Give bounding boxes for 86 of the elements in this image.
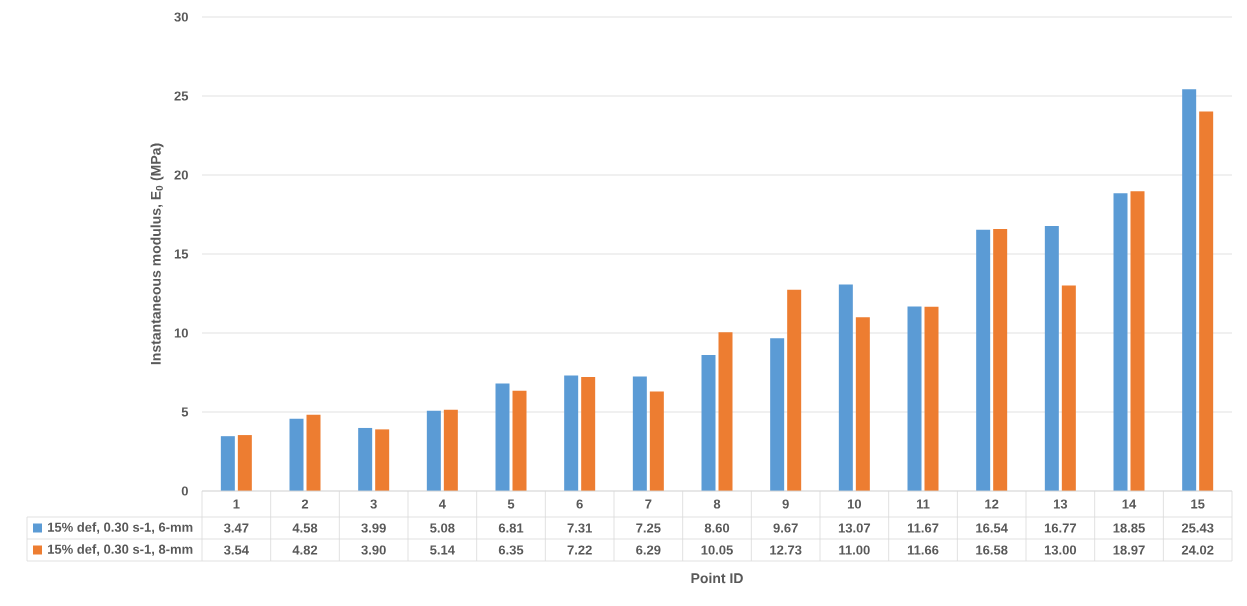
- data-label: 25.43: [1181, 523, 1214, 533]
- x-tick-label: 7: [645, 499, 652, 509]
- x-tick-label: 1: [233, 499, 240, 509]
- bar: [1061, 285, 1076, 491]
- data-label: 3.99: [361, 523, 386, 533]
- x-axis-title: Point ID: [691, 572, 743, 584]
- data-label: 5.08: [430, 523, 455, 533]
- data-label: 6.35: [498, 545, 524, 555]
- bar: [289, 418, 304, 491]
- data-label: 6.81: [498, 523, 524, 533]
- x-tick-label: 11: [916, 499, 930, 509]
- bar: [855, 317, 870, 491]
- y-tick-label: 30: [174, 12, 188, 22]
- bar: [1113, 193, 1128, 491]
- data-label: 16.58: [976, 545, 1008, 555]
- x-tick-label: 9: [782, 499, 789, 509]
- y-tick-label: 20: [174, 170, 188, 180]
- y-tick-label: 0: [181, 486, 188, 496]
- data-label: 16.77: [1044, 523, 1077, 533]
- bar: [306, 414, 321, 491]
- x-tick-label: 2: [301, 499, 309, 509]
- bar: [1044, 226, 1059, 491]
- bar: [701, 355, 716, 491]
- bar: [564, 375, 579, 491]
- bar: [632, 376, 647, 491]
- bar: [838, 284, 853, 491]
- data-label: 10.05: [701, 545, 733, 555]
- data-label: 13.07: [838, 523, 871, 533]
- data-label: 6.29: [636, 545, 661, 555]
- bar: [358, 427, 373, 491]
- data-label: 12.73: [770, 545, 802, 555]
- data-label: 11.67: [907, 523, 939, 533]
- data-label: 8.60: [704, 523, 730, 533]
- y-tick-label: 15: [174, 249, 189, 259]
- bar: [907, 306, 922, 491]
- bar: [1182, 89, 1197, 491]
- y-tick-label: 5: [181, 407, 189, 417]
- data-label: 4.82: [292, 545, 318, 555]
- data-label: 5.14: [430, 545, 455, 555]
- data-label: 3.54: [223, 545, 249, 555]
- y-tick-label: 25: [174, 91, 189, 101]
- bar: [1130, 191, 1145, 491]
- bar: [976, 229, 991, 491]
- data-label: 13.00: [1044, 545, 1077, 555]
- legend-label: 15% def, 0.30 s-1, 6-mm: [48, 522, 193, 534]
- x-tick-label: 4: [438, 499, 446, 509]
- x-tick-label: 12: [985, 499, 999, 509]
- data-label: 3.90: [361, 545, 386, 555]
- bar: [237, 435, 252, 491]
- data-label: 9.67: [773, 523, 798, 533]
- y-axis-title: Instantaneous modulus, E$_{0}$ (MPa): [150, 143, 164, 365]
- bar: [787, 289, 802, 491]
- data-label: 4.58: [292, 523, 318, 533]
- bar: [1199, 111, 1214, 491]
- bar: [443, 409, 458, 491]
- data-label: 7.31: [567, 523, 592, 533]
- data-label: 24.02: [1181, 545, 1214, 555]
- bar: [718, 332, 733, 491]
- data-label: 18.97: [1113, 545, 1145, 555]
- data-label: 16.54: [976, 523, 1008, 533]
- data-label: 7.25: [636, 523, 661, 533]
- y-tick-label: 10: [174, 328, 188, 338]
- x-tick-label: 10: [847, 499, 862, 509]
- x-tick-label: 15: [1191, 499, 1205, 509]
- data-label: 18.85: [1113, 523, 1145, 533]
- x-tick-label: 8: [713, 499, 721, 509]
- bar: [993, 229, 1008, 491]
- data-label: 3.47: [223, 523, 249, 533]
- x-tick-label: 6: [576, 499, 583, 509]
- bar: [220, 436, 235, 491]
- data-label: 7.22: [567, 545, 592, 555]
- bar: [649, 391, 664, 491]
- bar: [512, 390, 527, 491]
- bar: [581, 376, 596, 491]
- x-tick-label: 14: [1122, 499, 1137, 509]
- data-label: 11.66: [907, 545, 939, 555]
- x-tick-label: 3: [370, 499, 377, 509]
- bar: [495, 383, 510, 491]
- bar: [770, 338, 785, 491]
- legend-label: 15% def, 0.30 s-1, 8-mm: [48, 544, 193, 556]
- bar: [375, 429, 390, 491]
- bar: [924, 306, 939, 491]
- bar: [426, 410, 441, 491]
- x-tick-label: 13: [1053, 499, 1068, 509]
- data-label: 11.00: [839, 545, 870, 555]
- x-tick-label: 5: [507, 499, 515, 509]
